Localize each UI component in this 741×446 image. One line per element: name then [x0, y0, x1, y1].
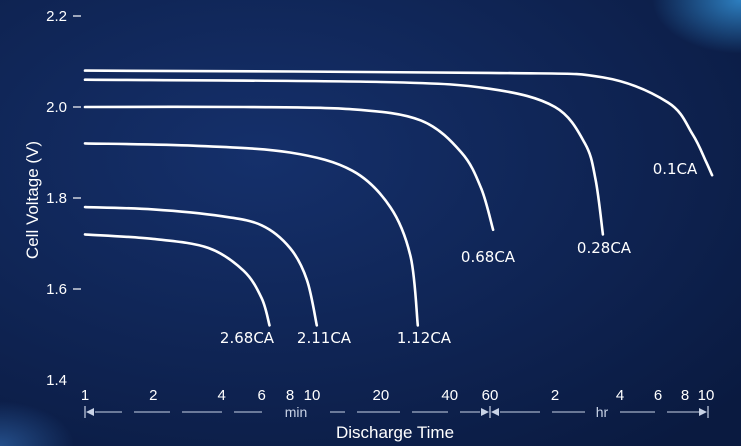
y-tick-label: 2.0 — [46, 99, 67, 116]
x-tick-label: 1 — [81, 387, 89, 404]
x-tick-label: 40 — [441, 387, 458, 404]
series-label: 0.28CA — [577, 239, 632, 257]
series-line — [83, 233, 271, 327]
series-line — [83, 142, 420, 327]
x-tick-label: 4 — [217, 387, 225, 404]
y-axis-label: Cell Voltage (V) — [23, 141, 42, 259]
y-tick-label: 2.2 — [46, 8, 67, 25]
x-axis-ticks: 1 2 4 6 8 10 20 40 60 2 4 6 8 10 — [81, 387, 715, 404]
x-tick-label: 6 — [654, 387, 662, 404]
x-tick-label: 8 — [681, 387, 689, 404]
x-tick-label: 6 — [257, 387, 265, 404]
x-tick-label: 2 — [149, 387, 157, 404]
y-tick-label: 1.8 — [46, 190, 67, 207]
x-tick-label: 8 — [286, 387, 294, 404]
x-tick-label: 2 — [551, 387, 559, 404]
x-tick-label: 10 — [698, 387, 715, 404]
series-line — [83, 205, 319, 327]
series-label: 2.68CA — [220, 329, 275, 347]
unit-arrow-head — [491, 408, 499, 416]
x-axis-unit-arrows: min hr — [84, 404, 709, 420]
x-axis-label: Discharge Time — [336, 423, 454, 442]
x-tick-label: 60 — [482, 387, 499, 404]
y-tick-label: 1.6 — [46, 281, 67, 298]
series-line — [83, 69, 714, 177]
series-line — [83, 105, 495, 232]
series-labels: 2.68CA 2.11CA 1.12CA 0.68CA 0.28CA 0.1CA — [220, 160, 698, 347]
x-tick-label: 20 — [373, 387, 390, 404]
series-label: 0.1CA — [653, 160, 698, 178]
y-axis-ticks: 1.4 1.6 1.8 2.0 2.2 — [46, 8, 81, 389]
x-unit-min-label: min — [285, 404, 308, 420]
unit-arrow-head — [481, 408, 489, 416]
series-line — [83, 78, 605, 236]
series-lines — [83, 69, 714, 327]
x-tick-label: 10 — [304, 387, 321, 404]
x-unit-hr-label: hr — [596, 404, 609, 420]
y-tick-label: 1.4 — [46, 372, 67, 389]
series-label: 1.12CA — [397, 329, 452, 347]
x-tick-label: 4 — [616, 387, 624, 404]
unit-arrow-head — [86, 408, 94, 416]
unit-arrow-head — [699, 408, 707, 416]
series-label: 0.68CA — [461, 248, 516, 266]
series-label: 2.11CA — [297, 329, 352, 347]
